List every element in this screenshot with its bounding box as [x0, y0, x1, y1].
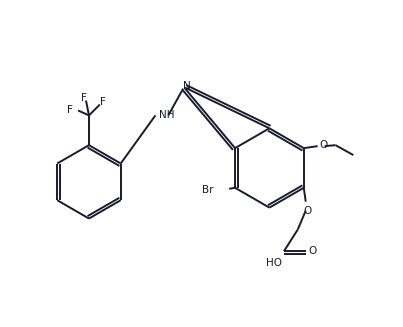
Text: F: F [67, 105, 73, 115]
Text: HO: HO [266, 258, 282, 268]
Text: O: O [309, 246, 317, 256]
Text: F: F [81, 93, 87, 103]
Text: Br: Br [202, 185, 213, 195]
Text: O: O [320, 140, 328, 150]
Text: O: O [303, 206, 312, 215]
Text: N: N [183, 81, 191, 91]
Text: NH: NH [159, 111, 175, 120]
Text: F: F [100, 96, 106, 107]
